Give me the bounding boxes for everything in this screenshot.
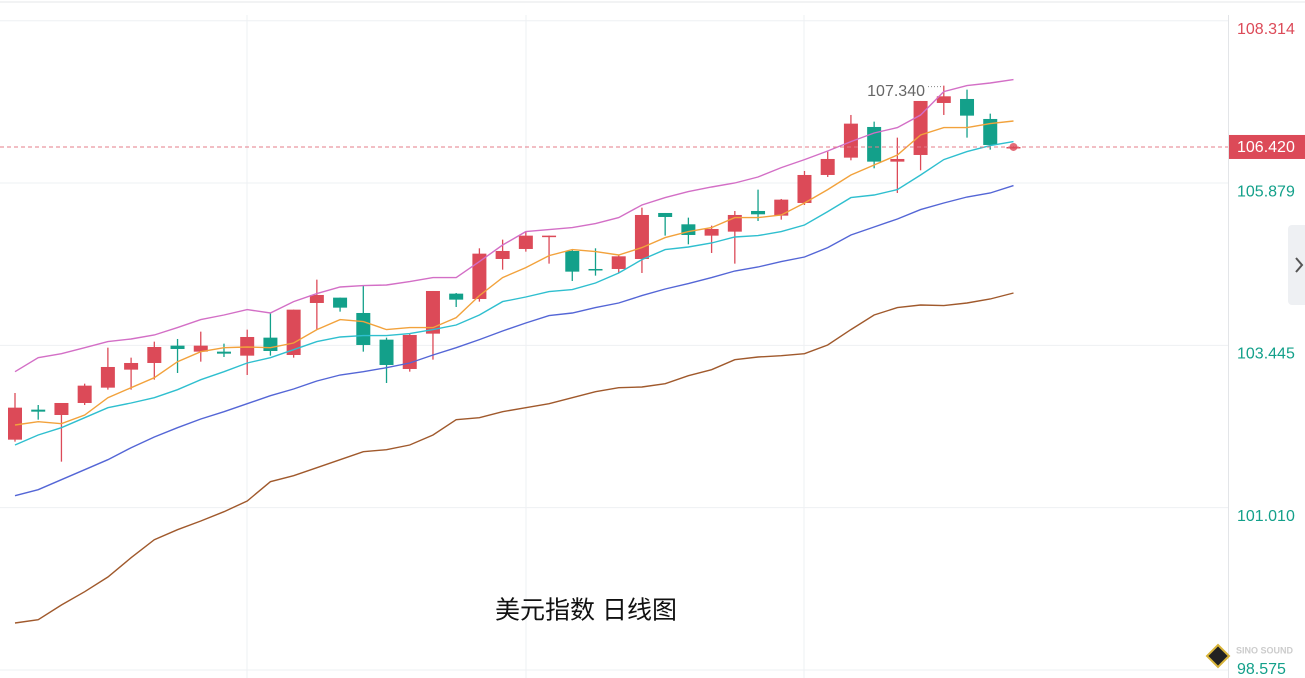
candle-body: [565, 250, 580, 272]
candle-body: [147, 346, 162, 363]
candle-body: [704, 228, 719, 236]
candle-body: [402, 334, 417, 369]
candle-body: [867, 126, 882, 162]
y-tick-label: 101.010: [1237, 508, 1295, 525]
candle-body: [843, 123, 858, 158]
candle-body: [263, 337, 278, 351]
candle-body: [31, 409, 46, 412]
candle-body: [751, 210, 766, 215]
candle-body: [495, 250, 510, 259]
candle-body: [681, 224, 696, 235]
candle-body: [820, 158, 835, 175]
candle-body: [890, 158, 905, 162]
y-tick-label: 105.879: [1237, 183, 1295, 200]
ma-line: [14, 140, 1014, 446]
candle-body: [425, 290, 440, 334]
candle-body: [356, 312, 371, 345]
candle-body: [100, 366, 115, 388]
collapse-icon[interactable]: [1295, 257, 1304, 273]
candle-body: [960, 98, 975, 116]
y-tick-label: 98.575: [1237, 661, 1286, 678]
candle-body: [379, 339, 394, 365]
max-label: 107.340: [867, 83, 925, 100]
collapse-button-bg[interactable]: [1288, 225, 1305, 305]
candle-body: [542, 235, 557, 238]
y-tick-label: 108.314: [1237, 21, 1295, 38]
logo-icon: [1205, 643, 1231, 669]
candle-body: [983, 118, 998, 145]
candle-body: [77, 385, 92, 403]
candle-body: [774, 199, 789, 216]
y-tick-label: 103.445: [1237, 346, 1295, 363]
last-price-label: 106.420: [1237, 139, 1295, 156]
last-price-dot: [1009, 142, 1018, 151]
candle-body: [611, 256, 626, 269]
candle-body: [472, 253, 487, 299]
candle-body: [658, 212, 673, 217]
candle-body: [936, 96, 951, 103]
candle-body: [588, 268, 603, 271]
candle-body: [8, 407, 22, 440]
last-price-box: [1229, 134, 1305, 159]
ma-line: [14, 78, 1014, 373]
candle-body: [518, 235, 533, 249]
candle-body: [170, 345, 185, 349]
candle-body: [797, 174, 812, 203]
plot-area: [0, 20, 1228, 671]
candle-body: [309, 294, 324, 303]
candle-body: [193, 345, 208, 352]
candle-body: [216, 351, 231, 354]
candle-body: [634, 214, 649, 259]
candle-body: [124, 362, 139, 370]
candle-body: [449, 293, 464, 300]
logo-text: SINO SOUND: [1236, 645, 1294, 655]
ma-line: [14, 292, 1014, 624]
collapse-button[interactable]: [1288, 225, 1305, 305]
ma-line: [14, 120, 1014, 426]
candle-body: [913, 100, 928, 155]
ma-line: [14, 184, 1014, 497]
chart-title: 美元指数 日线图: [495, 597, 677, 625]
candle-body: [54, 402, 69, 415]
candle-body: [333, 297, 348, 308]
logo: SINO SOUND: [1205, 643, 1294, 669]
